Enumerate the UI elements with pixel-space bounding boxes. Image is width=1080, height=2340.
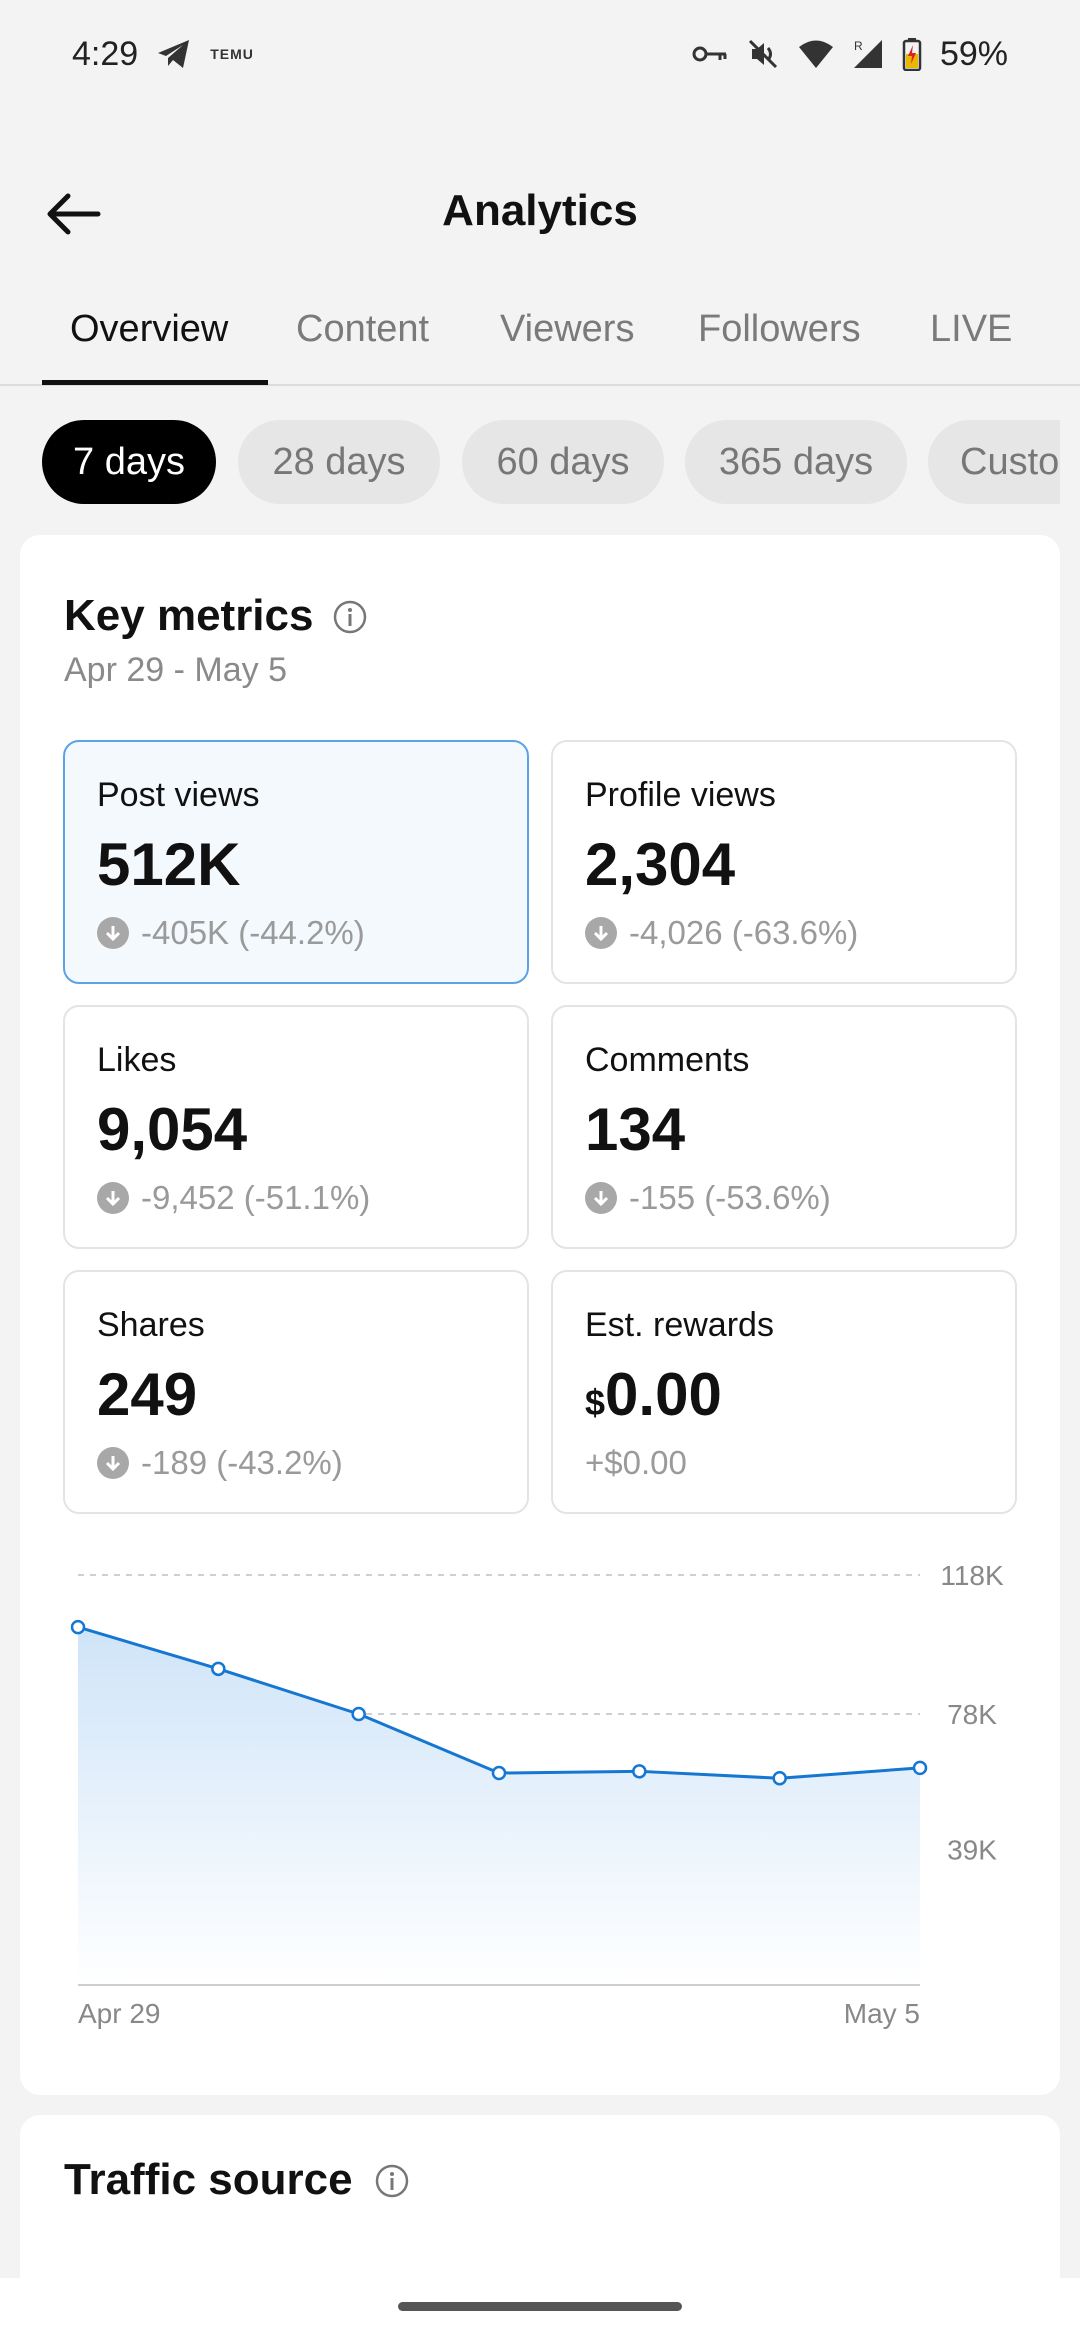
telegram-icon: [156, 38, 192, 70]
period-selector: 7 days 28 days 60 days 365 days Custom: [0, 420, 1060, 504]
data-point: [212, 1663, 224, 1675]
tab-content[interactable]: Content: [296, 308, 429, 386]
signal-icon: R: [852, 38, 884, 70]
tab-bar: Overview Content Viewers Followers LIVE: [0, 290, 1080, 386]
status-time: 4:29: [72, 35, 138, 74]
top-bar: Analytics: [0, 162, 1080, 262]
chip-60-days[interactable]: 60 days: [462, 420, 664, 504]
data-point: [72, 1621, 84, 1633]
y-tick-label: 78K: [947, 1699, 997, 1730]
temu-icon: TEMU: [210, 47, 254, 61]
mute-icon: [746, 37, 780, 71]
battery-percent: 59%: [940, 35, 1008, 74]
x-tick-label: Apr 29: [78, 1998, 161, 2029]
chip-7-days[interactable]: 7 days: [42, 420, 216, 504]
data-point: [774, 1772, 786, 1784]
chip-custom[interactable]: Custom: [928, 420, 1060, 504]
post-views-chart: 39K 78K 118K Apr 29 May 5: [20, 535, 1060, 2095]
chip-28-days[interactable]: 28 days: [238, 420, 440, 504]
active-tab-indicator: [42, 380, 268, 385]
vpn-key-icon: [692, 43, 728, 65]
wifi-icon: [798, 39, 834, 69]
y-tick-label: 118K: [940, 1560, 1004, 1591]
area-fill: [78, 1627, 920, 1985]
svg-text:R: R: [854, 39, 863, 53]
battery-icon: [902, 37, 922, 71]
tab-overview[interactable]: Overview: [70, 308, 228, 386]
data-point: [353, 1708, 365, 1720]
data-point: [493, 1767, 505, 1779]
status-right: R 59%: [692, 35, 1008, 74]
traffic-source-title: Traffic source: [64, 2155, 353, 2205]
home-indicator[interactable]: [398, 2302, 682, 2311]
tab-followers[interactable]: Followers: [698, 308, 861, 386]
data-point: [914, 1762, 926, 1774]
y-tick-label: 39K: [947, 1834, 997, 1865]
data-point: [633, 1765, 645, 1777]
page-title: Analytics: [0, 186, 1080, 236]
status-bar: 4:29 TEMU R 59%: [0, 0, 1080, 108]
key-metrics-card: Key metrics Apr 29 - May 5 Post views 51…: [20, 535, 1060, 2095]
x-tick-label: May 5: [844, 1998, 920, 2029]
tab-live[interactable]: LIVE: [930, 308, 1012, 386]
info-icon[interactable]: [374, 2163, 410, 2204]
chip-365-days[interactable]: 365 days: [685, 420, 907, 504]
status-left: 4:29 TEMU: [72, 35, 254, 74]
tab-viewers[interactable]: Viewers: [500, 308, 634, 386]
